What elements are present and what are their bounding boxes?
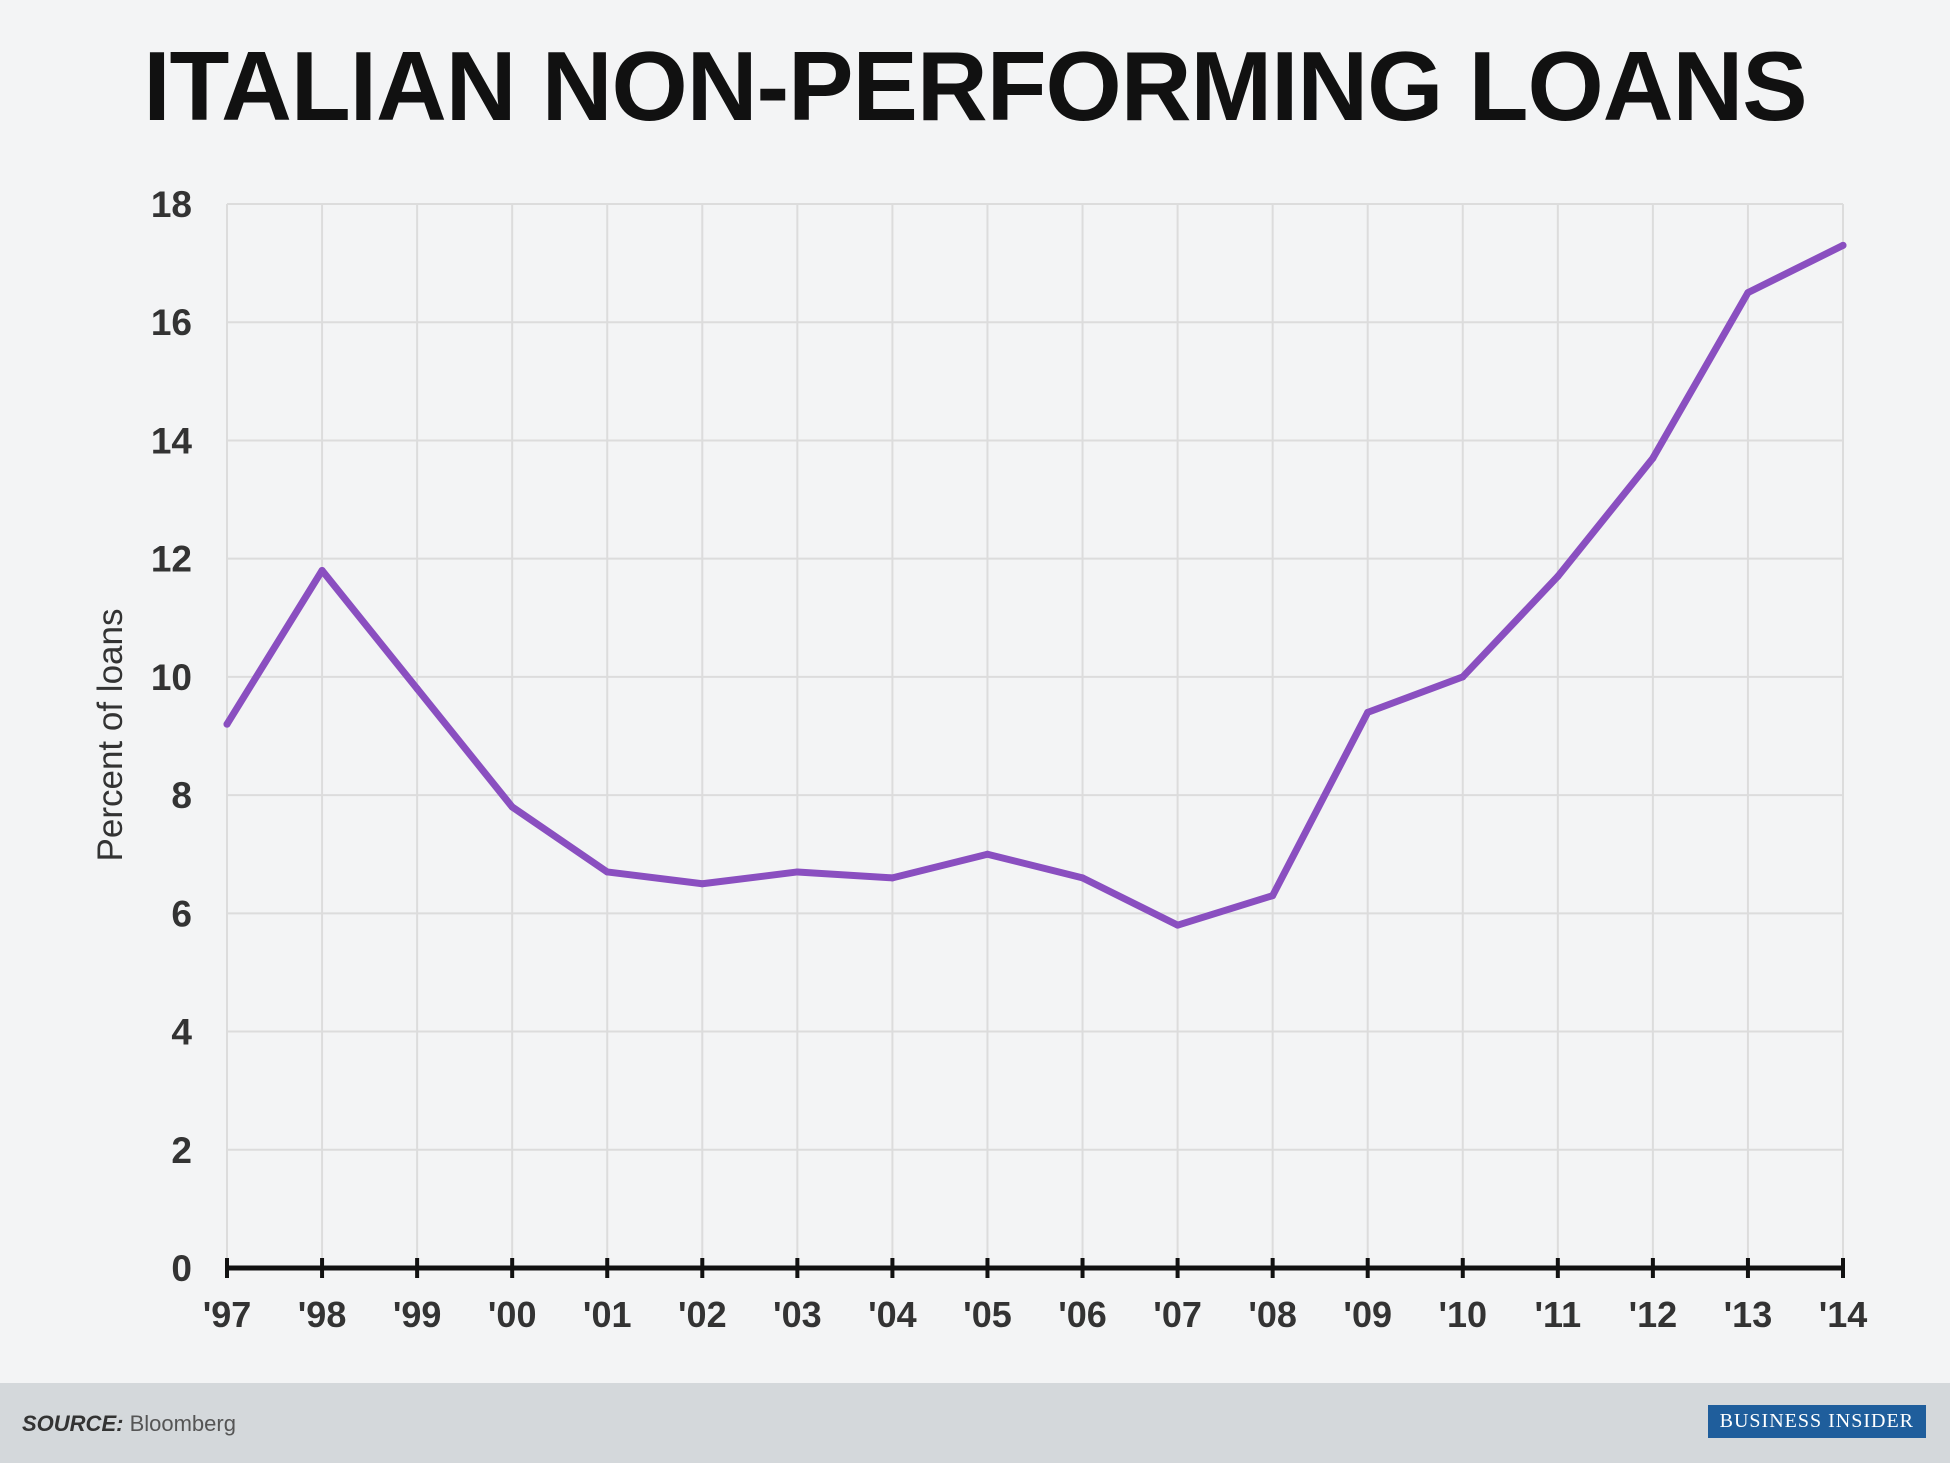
source-value: Bloomberg <box>129 1411 236 1436</box>
grid-lines <box>226 203 1844 1268</box>
y-tick-label: 2 <box>171 1130 192 1171</box>
x-axis <box>225 1258 1845 1278</box>
data-point <box>1459 673 1467 681</box>
data-point <box>698 880 706 888</box>
x-tick-label: '98 <box>298 1294 347 1335</box>
data-point <box>413 685 421 693</box>
y-tick-label: 16 <box>151 302 192 343</box>
data-point <box>888 874 896 882</box>
x-tick-label: '02 <box>678 1294 727 1335</box>
x-tick-label: '09 <box>1343 1294 1392 1335</box>
plot-background <box>0 140 1950 1383</box>
y-tick-label: 4 <box>171 1012 192 1053</box>
data-point <box>1839 241 1847 249</box>
x-tick-label: '01 <box>583 1294 632 1335</box>
y-axis-label: Percent of loans <box>91 609 130 862</box>
data-point <box>793 868 801 876</box>
data-point <box>603 868 611 876</box>
x-tick-label: '14 <box>1819 1294 1868 1335</box>
brand-logo: BUSINESS INSIDER <box>1707 1405 1926 1438</box>
x-tick-label: '10 <box>1438 1294 1487 1335</box>
x-tick-label: '04 <box>868 1294 917 1335</box>
y-tick-label: 10 <box>151 657 192 698</box>
source-note: SOURCE: Bloomberg <box>22 1411 236 1437</box>
footer-bar: SOURCE: Bloomberg BUSINESS INSIDER <box>0 1383 1950 1463</box>
y-tick-labels: 0 2 4 6 8 10 12 14 16 18 <box>151 184 193 1289</box>
chart-title: ITALIAN NON-PERFORMING LOANS <box>143 31 1807 141</box>
x-tick-label: '99 <box>393 1294 442 1335</box>
data-point <box>1174 921 1182 929</box>
data-point <box>983 850 991 858</box>
x-tick-label: '08 <box>1248 1294 1297 1335</box>
x-tick-labels: '97 '98 '99 '00 '01 '02 '03 '04 '05 '06 '07 '08 '09 '… <box>203 1294 1868 1335</box>
data-point <box>318 566 326 574</box>
data-point <box>1554 572 1562 580</box>
data-point <box>1649 454 1657 462</box>
x-tick-label: '06 <box>1058 1294 1107 1335</box>
data-point <box>1079 874 1087 882</box>
x-tick-label: '11 <box>1535 1294 1582 1335</box>
series-group <box>223 241 1847 929</box>
x-tick-label: '13 <box>1724 1294 1773 1335</box>
y-tick-label: 0 <box>171 1248 192 1289</box>
data-point <box>223 720 231 728</box>
data-point <box>1269 892 1277 900</box>
y-tick-label: 12 <box>151 539 192 580</box>
x-tick-label: '97 <box>203 1294 252 1335</box>
y-tick-label: 18 <box>151 184 192 225</box>
source-label: SOURCE: <box>22 1411 124 1436</box>
x-tick-label: '12 <box>1629 1294 1678 1335</box>
series-line <box>223 241 1847 929</box>
x-tick-label: '00 <box>488 1294 537 1335</box>
x-tick-label: '05 <box>963 1294 1012 1335</box>
x-tick-label: '07 <box>1153 1294 1202 1335</box>
y-tick-label: 8 <box>171 775 192 816</box>
y-tick-label: 6 <box>171 893 192 934</box>
data-point <box>1364 708 1372 716</box>
line-chart: 0 2 4 6 8 10 12 14 16 18 '97 '98 '99 '00 '01 '02 '03 '04… <box>0 140 1950 1383</box>
y-tick-label: 14 <box>151 420 193 461</box>
data-point <box>508 803 516 811</box>
x-tick-label: '03 <box>773 1294 822 1335</box>
data-point <box>1744 289 1752 297</box>
